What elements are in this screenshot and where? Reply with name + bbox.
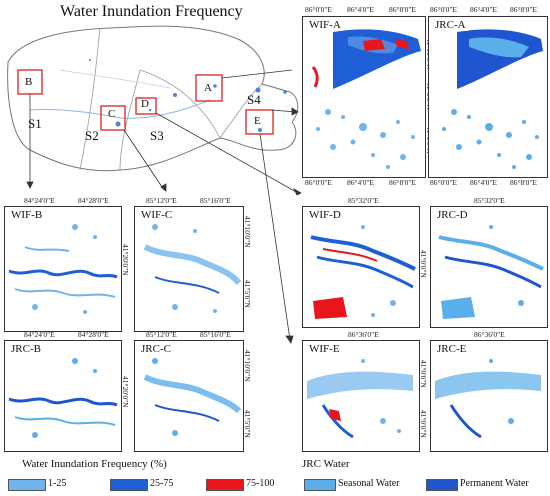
tick-wif-b-x1: 84°28'0"E <box>78 196 109 205</box>
panel-jrc-d: JRC-D <box>430 206 548 328</box>
basin-outline <box>7 25 299 172</box>
tick-wif-a-top1: 86°4'0"E <box>347 5 374 14</box>
legend-label-75-100: 75-100 <box>246 478 275 489</box>
legend-label-permanent: Permanent Water <box>460 478 529 489</box>
panel-label-wif-e: WIF-E <box>307 343 342 355</box>
tick-jrc-a-top2: 86°8'0"E <box>510 5 537 14</box>
tick-jrc-a-top0: 86°0'0"E <box>430 5 457 14</box>
legend-swatch-1-25 <box>8 479 46 491</box>
tick-wif-b-y0: 41°20'0"N <box>121 244 130 276</box>
legend-label-25-75: 25-75 <box>150 478 174 489</box>
panel-jrc-a: JRC-A <box>428 16 548 178</box>
tick-jrc-a-x1: 86°4'0"E <box>470 178 497 187</box>
panel-label-jrc-d: JRC-D <box>435 209 470 221</box>
roi-box-c <box>100 105 126 131</box>
legend-label-1-25: 1-25 <box>48 478 67 489</box>
panel-label-wif-b: WIF-B <box>9 209 45 221</box>
legend-label-seasonal: Seasonal Water <box>338 478 400 489</box>
tick-jrc-b-x1: 84°28'0"E <box>78 330 109 339</box>
legend-swatch-permanent <box>426 479 458 491</box>
tick-jrc-c-x1: 85°16'0"E <box>200 330 231 339</box>
tick-wif-e-y0: 41°0'0"N <box>419 360 428 388</box>
tick-wif-a-x0: 86°0'0"E <box>305 178 332 187</box>
tick-jrc-a-x0: 86°0'0"E <box>430 178 457 187</box>
panel-label-wif-a: WIF-A <box>307 19 343 31</box>
region-label-s4: S4 <box>247 92 261 107</box>
tick-jrc-e-x0: 86°36'0"E <box>474 330 505 339</box>
tick-wif-c-x1: 85°16'0"E <box>200 196 231 205</box>
region-label-s3: S3 <box>150 128 164 143</box>
panel-jrc-b: JRC-B <box>4 340 122 452</box>
roi-label-e: E <box>254 115 261 127</box>
roi-label-a: A <box>204 82 212 94</box>
panel-label-jrc-a: JRC-A <box>433 19 468 31</box>
tick-wif-a-x1: 86°4'0"E <box>347 178 374 187</box>
tick-wif-c-y1: 41°5'0"N <box>243 280 252 308</box>
figure-title: Water Inundation Frequency <box>60 3 243 20</box>
panel-wif-a: WIF-A <box>302 16 426 178</box>
region-label-s2: S2 <box>85 128 99 143</box>
panel-jrc-e: JRC-E <box>430 340 548 452</box>
tick-wif-b-x0: 84°24'0"E <box>24 196 55 205</box>
region-label-s1: S1 <box>28 116 42 131</box>
tick-jrc-a-top1: 86°4'0"E <box>470 5 497 14</box>
panel-jrc-c: JRC-C <box>134 340 244 452</box>
legend-swatch-seasonal <box>304 479 336 491</box>
roi-box-e <box>245 109 274 135</box>
roi-box-a <box>195 74 223 102</box>
tick-jrc-c-y1: 41°5'0"N <box>243 410 252 438</box>
legend-swatch-25-75 <box>110 479 148 491</box>
panel-label-jrc-e: JRC-E <box>435 343 469 355</box>
tick-wif-a-x2: 86°8'0"E <box>389 178 416 187</box>
tick-wif-c-y0: 41°10'0"N <box>243 216 252 248</box>
panel-label-jrc-b: JRC-B <box>9 343 43 355</box>
tick-jrc-b-x0: 84°24'0"E <box>24 330 55 339</box>
panel-wif-c: WIF-C <box>134 206 244 332</box>
tick-jrc-c-x0: 85°12'0"E <box>146 330 177 339</box>
legend-wif-title: Water Inundation Frequency (%) <box>22 458 167 470</box>
legend-swatch-75-100 <box>206 479 244 491</box>
tick-wif-d-y0: 41°0'0"N <box>419 250 428 278</box>
tick-wif-c-x0: 85°12'0"E <box>146 196 177 205</box>
legend-jrc-title: JRC Water <box>302 458 350 470</box>
panel-label-jrc-c: JRC-C <box>139 343 173 355</box>
tick-jrc-d-x0: 85°32'0"E <box>474 196 505 205</box>
tick-wif-e-x0: 86°36'0"E <box>348 330 379 339</box>
panel-label-wif-c: WIF-C <box>139 209 175 221</box>
tick-wif-a-top2: 86°8'0"E <box>389 5 416 14</box>
roi-label-c: C <box>108 108 116 120</box>
roi-box-d <box>135 97 157 115</box>
roi-label-b: B <box>25 76 33 88</box>
panel-label-wif-d: WIF-D <box>307 209 343 221</box>
panel-wif-d: WIF-D <box>302 206 420 328</box>
tick-jrc-a-x2: 86°8'0"E <box>510 178 537 187</box>
panel-wif-b: WIF-B <box>4 206 122 332</box>
tick-wif-a-top0: 86°0'0"E <box>305 5 332 14</box>
tick-wif-e-y1: 41°0'0"N <box>419 410 428 438</box>
panel-wif-e: WIF-E <box>302 340 420 452</box>
tick-wif-d-x0: 85°32'0"E <box>348 196 379 205</box>
tick-jrc-b-y0: 41°20'0"N <box>121 376 130 408</box>
tick-jrc-c-y0: 41°10'0"N <box>243 350 252 382</box>
roi-label-d: D <box>141 98 149 110</box>
